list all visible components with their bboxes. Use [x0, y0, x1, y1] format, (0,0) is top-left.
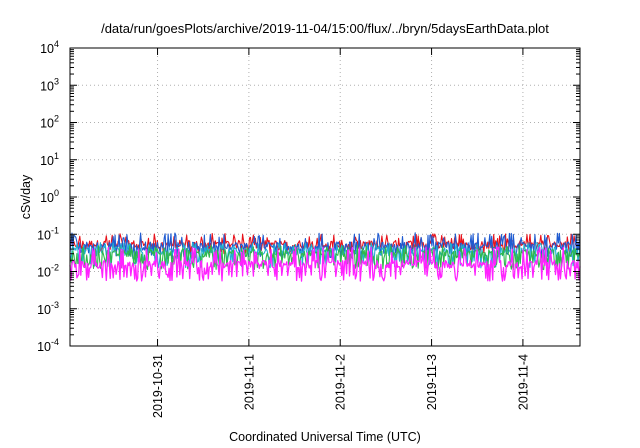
- x-tick-label: 2019-10-31: [151, 354, 165, 418]
- y-tick-label: 10-2: [37, 263, 59, 280]
- y-tick-label: 10-3: [37, 300, 59, 317]
- y-tick-label: 104: [40, 39, 59, 56]
- y-tick-label: 100: [40, 188, 59, 205]
- series-line: [69, 242, 581, 269]
- x-tick-labels: 2019-10-31 2019-11-1 2019-11-2 2019-11-3 201…: [151, 354, 530, 418]
- y-tick-label: 101: [40, 151, 59, 168]
- tick-marks: [70, 47, 580, 347]
- series-line: [69, 246, 581, 282]
- x-axis-label: Coordinated Universal Time (UTC): [229, 430, 421, 444]
- x-tick-label: 2019-11-1: [242, 354, 256, 410]
- series-line: [69, 245, 581, 271]
- x-tick-label: 2019-11-2: [334, 354, 348, 410]
- grid-lines: [70, 48, 580, 346]
- chart-title: /data/run/goesPlots/archive/2019-11-04/1…: [101, 21, 549, 36]
- y-axis-label: cSv/day: [19, 174, 33, 219]
- y-tick-label: 102: [40, 114, 59, 131]
- x-tick-label: 2019-11-4: [516, 354, 530, 410]
- x-tick-label: 2019-11-3: [425, 354, 439, 410]
- y-tick-labels: 10-4 10-3 10-2 10-1 100 101 102 103 104: [37, 39, 59, 354]
- y-tick-label: 10-4: [37, 337, 59, 354]
- series-line: [69, 232, 581, 260]
- y-tick-label: 103: [40, 76, 59, 93]
- series-lines: [69, 232, 581, 282]
- y-tick-label: 10-1: [37, 225, 59, 242]
